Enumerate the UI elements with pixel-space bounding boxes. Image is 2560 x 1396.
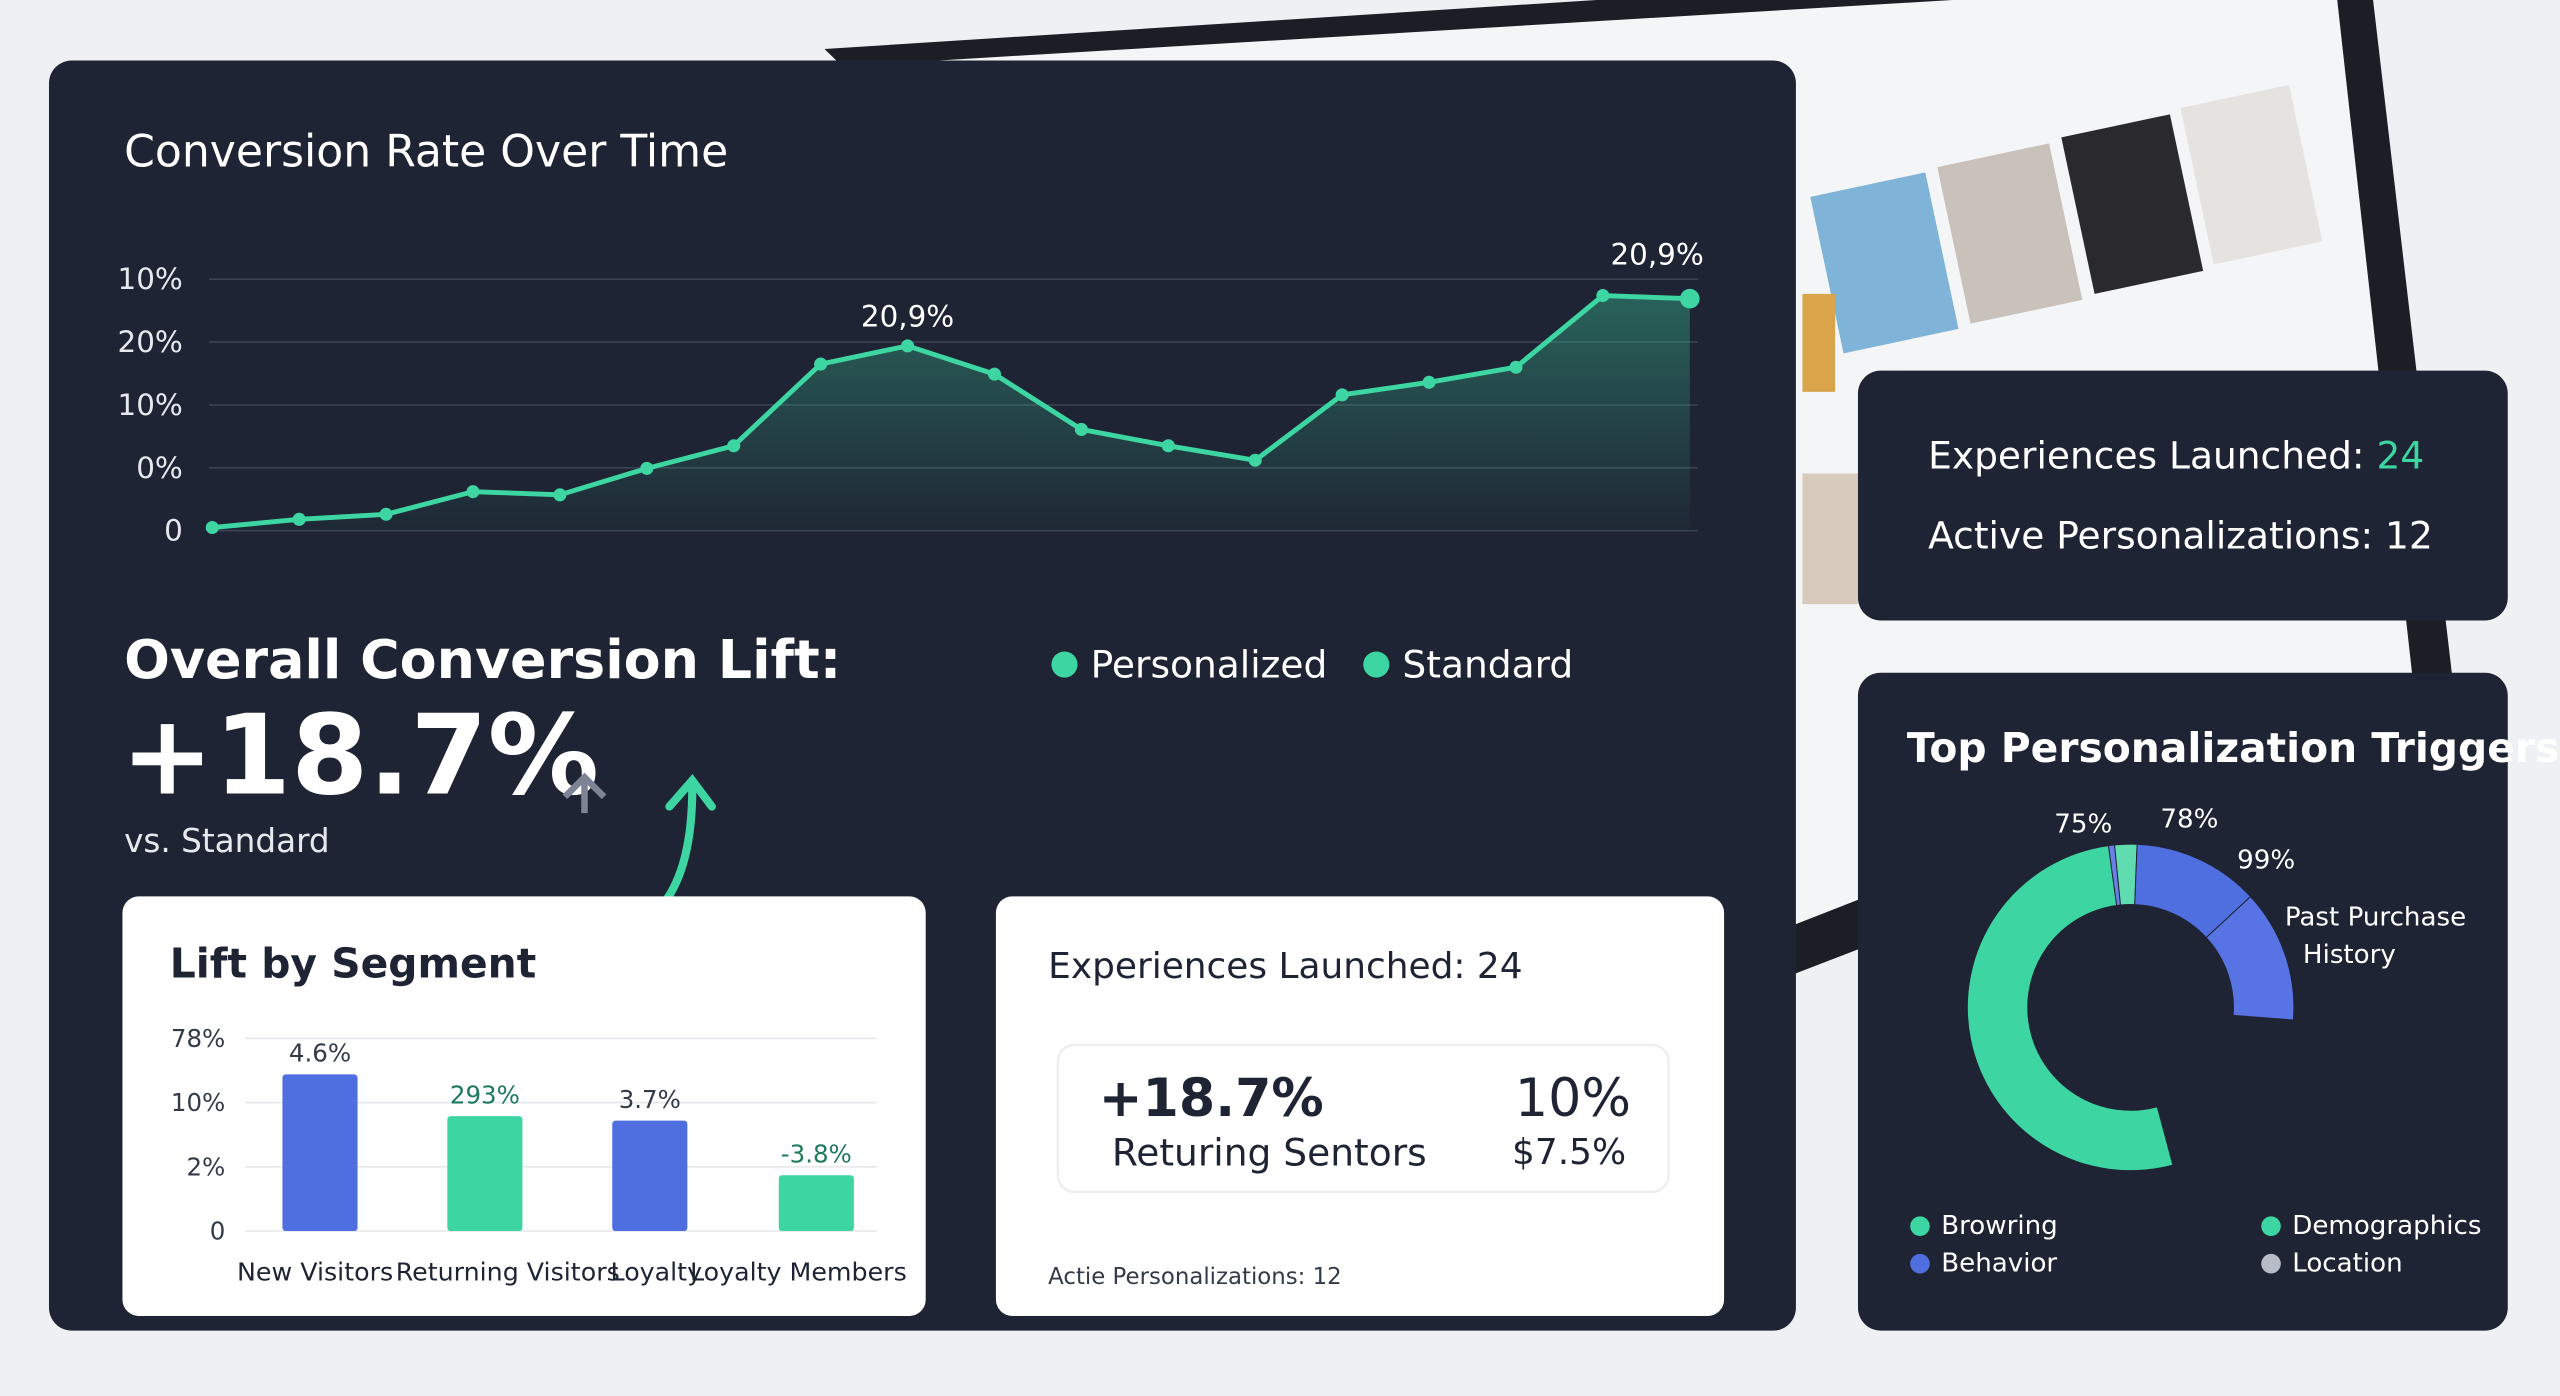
segment-label: 75% [2054, 810, 2112, 840]
legend-label: Behavior [1941, 1249, 2057, 1279]
card-segment: Returing Sentors [1112, 1131, 1427, 1175]
y-tick-label: 0% [136, 451, 183, 485]
bar-chart: 0 2% 10% 78% 4.6% New Visitors 293% Returning V… [171, 1024, 907, 1286]
launched-label: Experiences Launched: [1928, 434, 2376, 478]
value-label: 4.6% [289, 1039, 351, 1068]
callout: Past Purchase [2285, 903, 2466, 933]
product-images [1802, 84, 2323, 605]
x-tick-label: Loyalty Members [690, 1257, 907, 1286]
point [814, 357, 828, 371]
image [1937, 143, 2083, 324]
legend-swatch [1363, 651, 1390, 678]
card-rate: 10% [1515, 1069, 1631, 1129]
x-tick-label: Returning Visitors [396, 1257, 620, 1286]
image [1802, 473, 1858, 605]
value-label: -3.8% [781, 1139, 852, 1168]
x-tick-label: New Visitors [237, 1257, 393, 1286]
point [1422, 375, 1436, 389]
y-tick-label: 0 [210, 1217, 226, 1246]
image [1810, 172, 1959, 354]
card-amount: $7.5% [1512, 1132, 1626, 1173]
launched-value: 24 [2377, 434, 2425, 478]
y-tick-label: 0 [164, 514, 183, 548]
inner-card [1056, 1043, 1670, 1194]
y-tick-label: 20% [118, 325, 183, 359]
stats-panel [1857, 370, 2508, 621]
point [292, 512, 306, 526]
annotation: 20,9% [1610, 238, 1703, 272]
segment-label: 99% [2237, 845, 2295, 875]
active-personalizations: Active Personalizations: 12 [1928, 514, 2433, 558]
y-tick-label: 10% [118, 262, 183, 296]
legend-label: Personalized [1091, 643, 1328, 687]
point [901, 339, 915, 353]
point [1161, 439, 1175, 453]
point [553, 488, 567, 502]
bar [778, 1175, 854, 1232]
point [1680, 288, 1700, 309]
point [466, 485, 480, 499]
lift-value: +18.7% [121, 691, 599, 820]
y-tick-label: 2% [186, 1152, 225, 1181]
y-tick-label: 10% [118, 388, 183, 422]
image [2061, 114, 2204, 294]
bar [282, 1074, 358, 1232]
card-lift: +18.7% [1099, 1069, 1324, 1129]
point [1074, 422, 1088, 436]
up-arrow [562, 772, 607, 814]
point [987, 367, 1002, 381]
segment-label: 78% [2160, 805, 2218, 835]
legend-label: Location [2292, 1249, 2402, 1279]
point [727, 439, 741, 453]
point [1248, 453, 1262, 467]
point [205, 520, 219, 535]
legend-swatch [1051, 651, 1078, 678]
y-tick-label: 78% [171, 1024, 225, 1053]
legend-label: Standard [1402, 643, 1573, 687]
lift-heading: Overall Conversion Lift: [124, 628, 841, 691]
triggers-panel [1857, 672, 2508, 1331]
donut-chart: 75% 78% 99% Past Purchase History Browring Beh… [1910, 805, 2481, 1279]
chart-title: Conversion Rate Over Time [124, 126, 728, 177]
legend-swatch [1910, 1253, 1930, 1274]
point [640, 461, 654, 475]
value-label: 3.7% [619, 1085, 681, 1114]
point [1596, 289, 1610, 303]
bar [447, 1116, 523, 1232]
legend-swatch [1910, 1216, 1930, 1236]
legend-label: Browring [1941, 1211, 2058, 1241]
card-footer: Actie Personalizations: 12 [1048, 1264, 1342, 1290]
image [1802, 293, 1836, 392]
legend-swatch [2261, 1216, 2281, 1236]
card-title: Experiences Launched: 24 [1048, 946, 1522, 987]
value-label: 293% [450, 1080, 520, 1109]
donut-segment [2205, 895, 2295, 1021]
card-title: Lift by Segment [170, 939, 536, 987]
line [212, 293, 1690, 530]
donut-segment [1966, 845, 2174, 1172]
legend-swatch [2261, 1253, 2281, 1274]
panel-title: Top Personalization Triggers [1907, 724, 2559, 772]
image [2180, 84, 2323, 265]
point [1335, 388, 1349, 402]
annotation: 20,9% [861, 299, 954, 333]
legend-label: Demographics [2292, 1211, 2481, 1241]
lift-note: vs. Standard [124, 822, 330, 860]
launched: Experiences Launched: 24 [1928, 434, 2424, 478]
area [212, 295, 1690, 531]
point [379, 507, 393, 521]
legend: Personalized Standard [1051, 643, 1573, 687]
bar [612, 1120, 688, 1232]
callout: History [2303, 940, 2396, 970]
line-chart: 0 0% 10% 20% 10% 20,9% 20,9% [118, 238, 1704, 548]
point [1509, 360, 1523, 374]
y-tick-label: 10% [171, 1088, 225, 1117]
x-tick-label: Loyalty [611, 1257, 703, 1286]
